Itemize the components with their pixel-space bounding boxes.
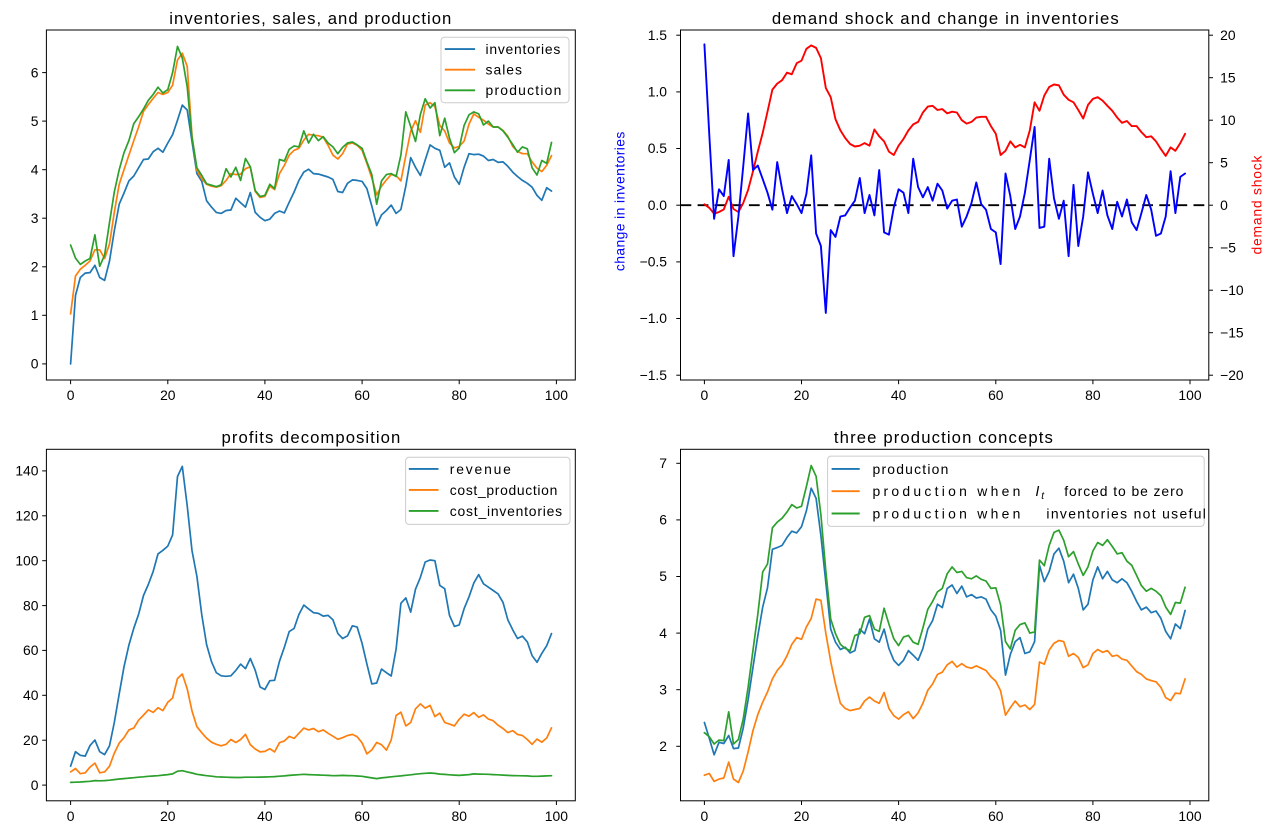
svg-text:−20: −20	[1220, 367, 1244, 383]
svg-text:10: 10	[1220, 112, 1236, 128]
svg-text:−15: −15	[1220, 324, 1244, 340]
svg-text:40: 40	[257, 387, 273, 403]
svg-text:100: 100	[545, 808, 568, 824]
svg-text:−0.5: −0.5	[640, 254, 668, 270]
svg-text:80: 80	[1085, 387, 1101, 403]
svg-text:6: 6	[31, 64, 39, 80]
svg-text:production: production	[873, 461, 949, 477]
svg-text:2: 2	[31, 259, 39, 275]
svg-text:100: 100	[545, 387, 568, 403]
svg-text:production: production	[486, 82, 562, 98]
svg-text:revenue: revenue	[450, 461, 511, 477]
svg-text:t: t	[1041, 491, 1045, 502]
svg-text:6: 6	[659, 512, 667, 528]
svg-text:0: 0	[701, 387, 709, 403]
svg-text:profits decomposition: profits decomposition	[222, 428, 401, 447]
svg-text:20: 20	[160, 387, 176, 403]
svg-text:20: 20	[1220, 27, 1236, 43]
svg-text:100: 100	[1178, 387, 1201, 403]
svg-text:0: 0	[701, 808, 709, 824]
svg-text:20: 20	[160, 808, 176, 824]
svg-text:inventories, sales, and produc: inventories, sales, and production	[169, 9, 451, 28]
svg-text:20: 20	[23, 732, 39, 748]
svg-text:40: 40	[891, 387, 907, 403]
svg-text:0: 0	[67, 387, 75, 403]
svg-text:60: 60	[988, 808, 1004, 824]
svg-text:80: 80	[23, 597, 39, 613]
svg-text:100: 100	[1178, 808, 1201, 824]
svg-text:demand shock: demand shock	[1248, 155, 1264, 254]
svg-text:4: 4	[659, 625, 667, 641]
svg-text:80: 80	[451, 387, 467, 403]
svg-text:0: 0	[1220, 197, 1228, 213]
svg-text:forced to be zero: forced to be zero	[1064, 483, 1183, 499]
svg-text:sales: sales	[486, 62, 523, 78]
svg-text:60: 60	[354, 808, 370, 824]
svg-text:0: 0	[31, 356, 39, 372]
svg-text:inventories not useful: inventories not useful	[1046, 505, 1206, 521]
svg-text:2: 2	[659, 738, 667, 754]
svg-text:20: 20	[794, 387, 810, 403]
svg-text:15: 15	[1220, 69, 1236, 85]
svg-text:60: 60	[354, 387, 370, 403]
svg-text:40: 40	[891, 808, 907, 824]
svg-text:0: 0	[67, 808, 75, 824]
svg-text:120: 120	[15, 508, 38, 524]
svg-text:0.5: 0.5	[648, 140, 668, 156]
svg-text:100: 100	[15, 552, 38, 568]
svg-text:demand shock and change in inv: demand shock and change in inventories	[772, 9, 1119, 28]
svg-text:80: 80	[1085, 808, 1101, 824]
svg-text:0: 0	[31, 777, 39, 793]
svg-text:3: 3	[31, 210, 39, 226]
svg-text:change in inventories: change in inventories	[612, 132, 628, 272]
svg-text:cost_inventories: cost_inventories	[450, 503, 562, 519]
svg-text:I: I	[1035, 484, 1039, 500]
svg-text:1.0: 1.0	[648, 84, 668, 100]
svg-text:80: 80	[451, 808, 467, 824]
svg-text:three production concepts: three production concepts	[834, 428, 1053, 447]
svg-text:0.0: 0.0	[648, 197, 668, 213]
svg-text:5: 5	[1220, 154, 1228, 170]
svg-text:cost_production: cost_production	[450, 482, 558, 498]
svg-text:7: 7	[659, 455, 667, 471]
svg-text:140: 140	[15, 463, 38, 479]
svg-text:1.5: 1.5	[648, 27, 668, 43]
svg-text:40: 40	[257, 808, 273, 824]
svg-text:20: 20	[794, 808, 810, 824]
svg-text:−1.5: −1.5	[640, 367, 668, 383]
svg-text:60: 60	[988, 387, 1004, 403]
svg-text:5: 5	[31, 113, 39, 129]
svg-text:inventories: inventories	[486, 41, 561, 57]
svg-text:5: 5	[659, 568, 667, 584]
svg-text:−5: −5	[1220, 239, 1236, 255]
svg-text:4: 4	[31, 161, 39, 177]
svg-text:40: 40	[23, 687, 39, 703]
svg-text:60: 60	[23, 642, 39, 658]
svg-text:−1.0: −1.0	[640, 310, 668, 326]
svg-text:1: 1	[31, 307, 39, 323]
svg-text:3: 3	[659, 681, 667, 697]
svg-text:−10: −10	[1220, 282, 1244, 298]
